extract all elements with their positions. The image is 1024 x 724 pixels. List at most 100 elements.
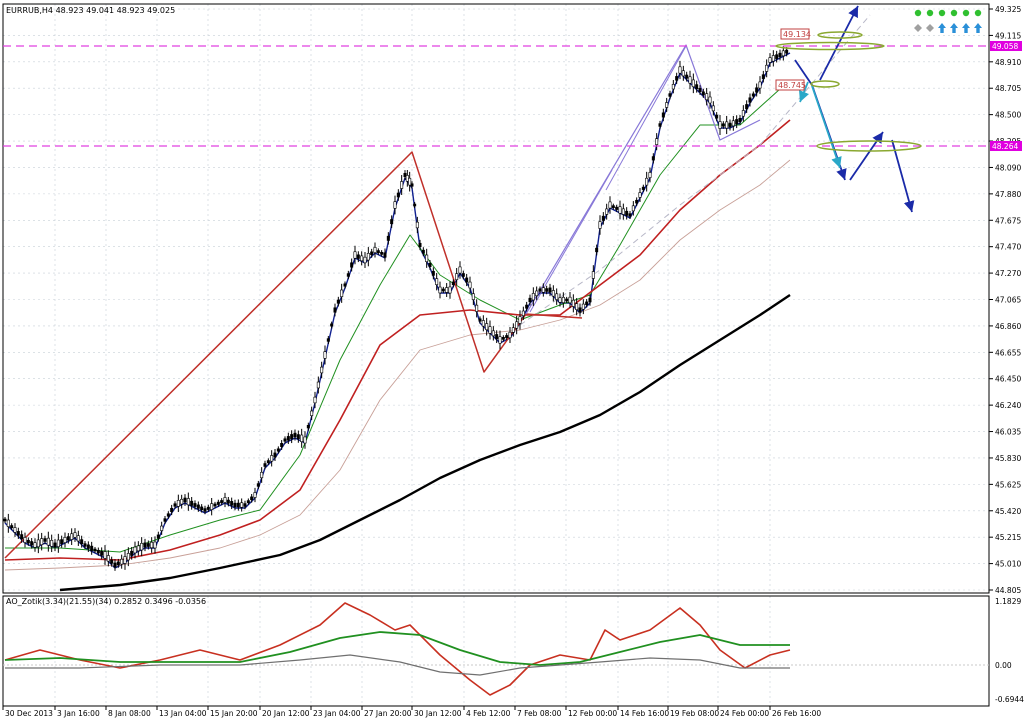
- level-tag-lower: 48.264: [990, 141, 1022, 151]
- candle-body: [140, 543, 144, 551]
- candle-body: [160, 525, 164, 531]
- up-arrow-icon: [974, 23, 982, 33]
- price-tick-label: 44.805: [995, 586, 1021, 595]
- time-tick-label: 12 Feb 00:00: [568, 709, 617, 718]
- forecast-arrow-down[interactable]: [891, 139, 915, 213]
- candle-body: [20, 534, 24, 540]
- time-tick-label: 13 Jan 04:00: [159, 709, 207, 718]
- candle-body: [685, 74, 689, 79]
- time-tick-label: 3 Jan 16:00: [57, 709, 100, 718]
- level-tag-upper: 49.058: [990, 41, 1022, 51]
- candle-body: [106, 555, 110, 562]
- candle-body: [581, 303, 585, 310]
- ma-black-line: [59, 294, 791, 592]
- signal-icons: [914, 9, 982, 33]
- zigzag-red-line: [4, 151, 583, 559]
- candle-body: [50, 539, 54, 547]
- price-tick-label: 46.450: [995, 375, 1021, 384]
- candle-body: [363, 256, 367, 264]
- candle-body: [451, 281, 455, 285]
- candle-body: [735, 119, 739, 125]
- candle-body: [380, 251, 384, 255]
- candle-body: [243, 503, 247, 507]
- candle-body: [461, 273, 465, 277]
- candle-body: [233, 502, 237, 508]
- candle-body: [93, 548, 97, 552]
- level-tag-upper-text: 49.058: [992, 42, 1018, 51]
- target-ellipse[interactable]: [810, 80, 840, 88]
- candle-body: [250, 496, 254, 501]
- indicator-lines: [4, 602, 791, 696]
- candle-body: [731, 120, 735, 127]
- candle-body: [320, 366, 324, 374]
- forecast-arrow-cyan[interactable]: [798, 81, 810, 103]
- candle-body: [455, 273, 459, 280]
- candle-body: [316, 381, 320, 389]
- candle-body: [10, 525, 14, 529]
- green-dot-icon: [926, 9, 934, 17]
- candle-body: [166, 513, 170, 517]
- forecast-arrow-cyan[interactable]: [811, 85, 842, 169]
- level-tag-lower-text: 48.264: [992, 142, 1018, 151]
- candle-body: [393, 201, 397, 209]
- candle-body: [60, 539, 64, 545]
- price-tick-label: 48.500: [995, 111, 1021, 120]
- price-tick-label: 45.625: [995, 480, 1021, 489]
- candle-body: [515, 321, 519, 329]
- green-dot-icon: [974, 9, 982, 17]
- candle-body: [648, 172, 652, 178]
- indicator-red-line: [4, 602, 791, 696]
- candle-body: [631, 205, 635, 212]
- price-tick-label: 46.860: [995, 322, 1021, 331]
- candle-body: [758, 81, 762, 89]
- candle-body: [501, 336, 505, 340]
- candle-body: [521, 310, 525, 316]
- time-tick-label: 14 Feb 16:00: [620, 709, 669, 718]
- candle-body: [96, 549, 100, 554]
- candle-body: [146, 543, 150, 547]
- candle-body: [721, 123, 725, 127]
- candle-body: [293, 432, 297, 438]
- candle-body: [691, 79, 695, 88]
- forecast-arrow-up[interactable]: [849, 131, 884, 181]
- target-ellipse[interactable]: [775, 41, 885, 51]
- candle-body: [113, 562, 117, 568]
- indicator-title: AO_Zotik(3.34)(21.55)(34) 0.2852 0.3496 …: [6, 597, 206, 606]
- candle-body: [336, 299, 340, 304]
- candle-body: [618, 206, 622, 214]
- candle-body: [330, 323, 334, 327]
- candle-body: [615, 206, 619, 210]
- main-grid: [2, 4, 989, 593]
- candle-body: [36, 539, 40, 548]
- candle-body: [741, 110, 745, 117]
- candle-body: [518, 316, 522, 324]
- candle-body: [163, 518, 167, 522]
- candle-body: [621, 208, 625, 215]
- green-dot-icon: [962, 9, 970, 17]
- candle-body: [403, 173, 407, 177]
- candle-body: [70, 533, 74, 540]
- candle-body: [303, 436, 307, 444]
- candle-body: [601, 215, 605, 221]
- candle-body: [745, 104, 749, 110]
- target-ellipse[interactable]: [816, 140, 922, 152]
- candle-body: [73, 532, 77, 538]
- price-tick-label: 47.270: [995, 269, 1021, 278]
- gray-diamond-icon: [926, 24, 934, 32]
- candle-body: [246, 500, 250, 504]
- candle-body: [150, 541, 154, 549]
- time-tick-label: 27 Jan 20:00: [364, 709, 412, 718]
- candle-body: [575, 303, 579, 310]
- candle-body: [200, 506, 204, 511]
- target-ellipses[interactable]: [775, 31, 922, 152]
- candle-body: [718, 121, 722, 129]
- candle-body: [535, 290, 539, 297]
- candle-body: [306, 425, 310, 429]
- candle-body: [343, 283, 347, 287]
- candle-body: [240, 502, 244, 508]
- target-ellipse[interactable]: [817, 31, 863, 39]
- candle-body: [725, 121, 729, 129]
- candle-body: [435, 278, 439, 286]
